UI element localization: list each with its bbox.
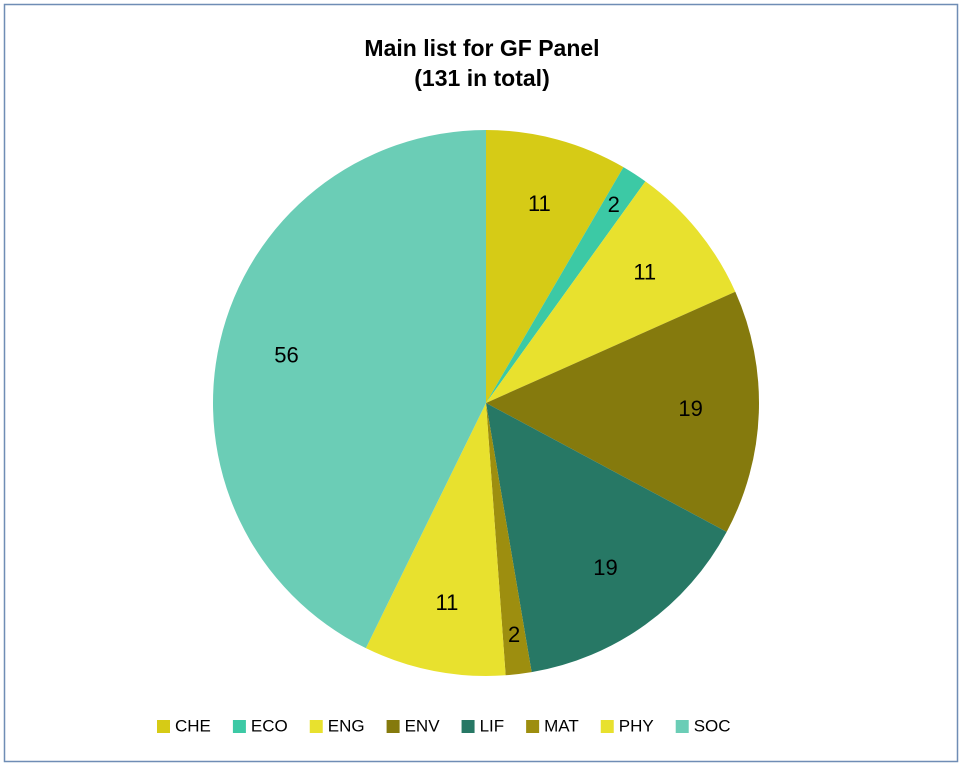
legend-swatch xyxy=(600,720,614,733)
data-label: 19 xyxy=(593,555,617,580)
pie-slice xyxy=(365,403,506,676)
legend-label: LIF xyxy=(480,716,505,735)
legend-label: ECO xyxy=(251,716,288,735)
legend-label: PHY xyxy=(619,716,654,735)
legend-swatch xyxy=(232,720,246,733)
legend-swatch xyxy=(309,720,323,733)
legend-swatch xyxy=(675,720,689,733)
legend-swatch xyxy=(386,720,400,733)
legend-label: ENG xyxy=(328,716,365,735)
pie-slice xyxy=(212,130,486,649)
legend-swatch xyxy=(461,720,475,733)
chart-title: Main list for GF Panel xyxy=(364,35,599,61)
legend-label: SOC xyxy=(694,716,731,735)
legend-label: ENV xyxy=(405,716,441,735)
pie-slice xyxy=(486,291,760,532)
legend-label: MAT xyxy=(544,716,579,735)
pie-slice xyxy=(486,403,727,673)
legend-swatch xyxy=(526,720,540,733)
pie-slice xyxy=(486,130,624,403)
data-label: 56 xyxy=(274,343,298,368)
data-label: 2 xyxy=(608,192,620,217)
pie-slice xyxy=(486,403,532,676)
legend-swatch xyxy=(157,720,170,733)
data-label: 11 xyxy=(528,191,551,216)
legend-label: CHE xyxy=(175,716,211,735)
chart-subtitle: (131 in total) xyxy=(414,65,549,91)
data-label: 11 xyxy=(633,260,656,285)
data-label: 19 xyxy=(678,396,702,421)
data-label: 2 xyxy=(508,622,520,647)
pie-slice xyxy=(486,181,736,403)
data-label: 11 xyxy=(436,590,459,615)
pie-slice xyxy=(486,167,646,403)
